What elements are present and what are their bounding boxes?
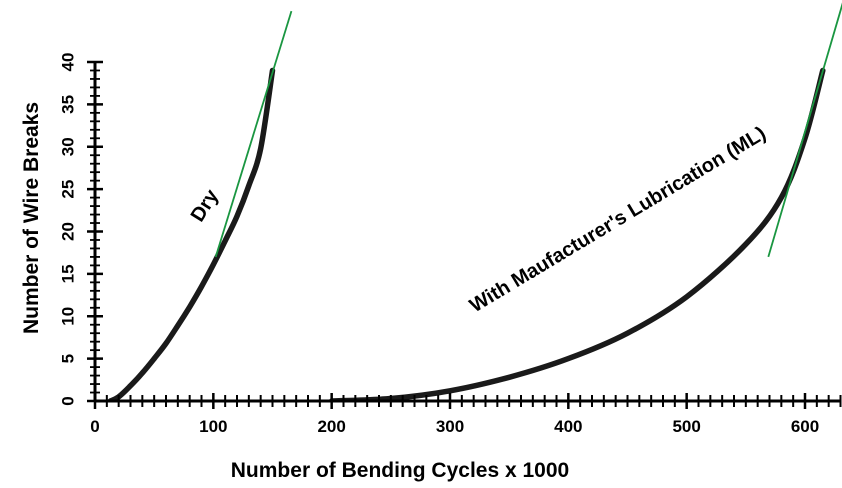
y-tick-label: 35	[59, 95, 78, 114]
x-tick-label: 600	[791, 417, 819, 436]
y-tick-label: 20	[59, 222, 78, 241]
tangent-line-1	[767, 2, 842, 258]
y-axis-title: Number of Wire Breaks	[20, 102, 43, 334]
x-tick-label: 0	[90, 417, 99, 436]
x-tick-label: 200	[317, 417, 345, 436]
y-tick-label: 30	[59, 137, 78, 156]
x-tick-label: 500	[672, 417, 700, 436]
y-tick-label: 10	[59, 307, 78, 326]
y-tick-label: 0	[59, 396, 78, 405]
y-tick-label: 15	[59, 264, 78, 283]
y-tick-label: 25	[59, 180, 78, 199]
series-line-0	[107, 67, 276, 402]
series-annotation-dry: Dry	[187, 185, 224, 226]
x-axis-title: Number of Bending Cycles x 1000	[231, 459, 569, 482]
y-tick-label: 5	[59, 354, 78, 363]
y-tick-label: 40	[59, 53, 78, 72]
x-tick-label: 300	[436, 417, 464, 436]
series-annotation-ml: With Maufacturer's Lubrication (ML)	[466, 123, 770, 318]
tangent-line-0	[214, 10, 293, 258]
x-tick-label: 100	[199, 417, 227, 436]
x-tick-label: 400	[554, 417, 582, 436]
